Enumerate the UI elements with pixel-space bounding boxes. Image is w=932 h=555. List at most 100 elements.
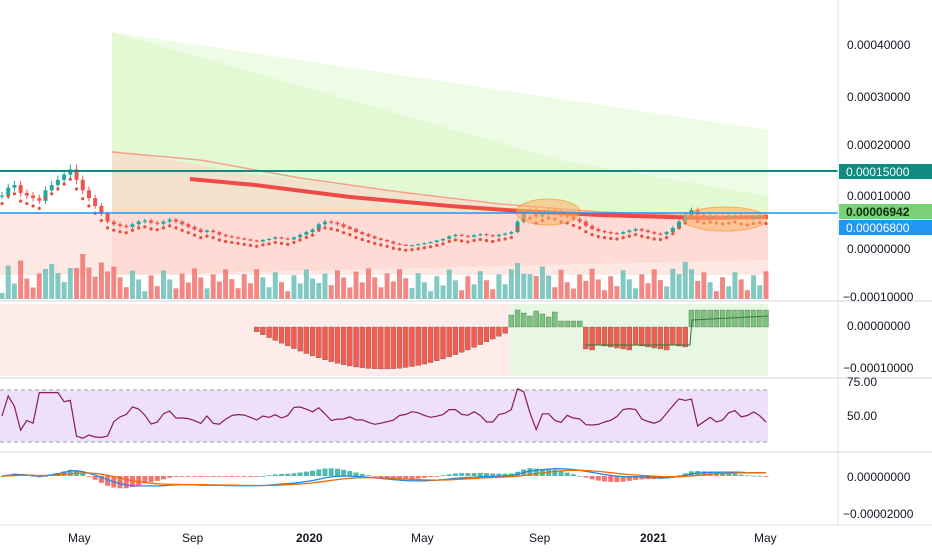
macd-bar xyxy=(198,476,204,478)
trail-dot xyxy=(497,238,501,242)
trail-dot xyxy=(447,239,451,244)
volume-bar xyxy=(459,290,465,299)
volume-bar xyxy=(539,266,545,299)
trail-dot xyxy=(56,187,60,191)
candle-body xyxy=(273,237,278,239)
candle-body xyxy=(577,219,582,222)
candle-body xyxy=(211,230,216,233)
trail-dot xyxy=(677,226,681,230)
macd-bar xyxy=(291,473,297,476)
osc-bar xyxy=(291,326,297,349)
macd-bar xyxy=(210,476,216,477)
macd-bar xyxy=(384,476,390,479)
macd-bar xyxy=(403,476,409,480)
trail-dot xyxy=(279,241,284,245)
osc-bar xyxy=(316,326,322,359)
volume-bar xyxy=(452,280,458,299)
candle-body xyxy=(465,235,470,237)
trail-dot xyxy=(155,228,159,232)
volume-bar xyxy=(291,275,297,299)
candle-body xyxy=(12,185,17,188)
macd-bar xyxy=(316,469,322,476)
trail-dot xyxy=(286,242,290,246)
volume-bar xyxy=(198,277,204,299)
volume-bars xyxy=(0,254,769,299)
osc-bar xyxy=(309,326,316,356)
volume-bar xyxy=(148,275,154,299)
osc-bar xyxy=(608,326,614,348)
trail-dot xyxy=(335,228,340,232)
time-axis[interactable]: May Sep 2020 May Sep 2021 May xyxy=(68,531,777,545)
volume-bar xyxy=(24,278,30,299)
macd-bar xyxy=(378,476,384,478)
macd-bar xyxy=(160,476,166,480)
candle-body xyxy=(173,219,178,222)
candle-body xyxy=(490,235,495,237)
macd-bar xyxy=(508,473,514,476)
trail-dot xyxy=(472,238,476,243)
volume-bar xyxy=(397,269,403,299)
volume-bar xyxy=(602,290,608,299)
volume-bar xyxy=(154,286,160,299)
osc-bar xyxy=(483,326,490,343)
osc-bar xyxy=(657,326,664,350)
tick-price-0: 0.00040000 xyxy=(847,38,911,52)
osc-bar xyxy=(452,326,459,355)
candle-body xyxy=(186,224,191,227)
candle-body xyxy=(366,234,371,237)
macd-bar xyxy=(136,476,142,486)
volume-bar xyxy=(378,287,384,299)
volume-bar xyxy=(527,274,533,299)
trail-dot xyxy=(646,235,650,240)
price-label-blue[interactable]: 0.00006800 xyxy=(839,220,932,235)
osc-bar xyxy=(427,326,434,363)
macd-bar xyxy=(720,473,726,476)
candle-body xyxy=(93,198,98,206)
macd-bar xyxy=(229,476,235,477)
trail-dot xyxy=(304,235,308,240)
macd-bar xyxy=(216,476,222,477)
volume-bar xyxy=(384,273,390,299)
signal-line xyxy=(1,469,766,487)
volume-bar xyxy=(204,288,210,299)
osc-bar xyxy=(508,314,514,328)
osc-bar xyxy=(278,326,285,344)
candle-body xyxy=(335,222,340,225)
macd-bar xyxy=(42,476,48,477)
volume-bar xyxy=(720,277,726,299)
trail-dot xyxy=(25,201,29,206)
candle-body xyxy=(49,185,54,191)
tick-price-3: 0.00010000 xyxy=(847,189,911,203)
volume-bar xyxy=(111,266,117,299)
candle-body xyxy=(80,179,85,191)
volume-bar xyxy=(353,271,359,299)
trail-dot xyxy=(342,231,346,235)
candle-body xyxy=(664,232,669,235)
price-label-green[interactable]: 0.00006942 xyxy=(839,204,932,219)
tick-price-4: 0.00000000 xyxy=(847,242,911,256)
price-label-teal[interactable]: 0.00015000 xyxy=(839,164,932,179)
candle-body xyxy=(217,232,222,235)
volume-bar xyxy=(272,272,278,299)
volume-bar xyxy=(11,283,17,299)
trail-dot xyxy=(205,234,209,238)
candle-body xyxy=(478,234,483,236)
trail-dot xyxy=(124,231,128,235)
macd-bar xyxy=(452,473,458,476)
candle-body xyxy=(670,227,675,233)
volume-bar xyxy=(117,277,123,299)
trail-dot xyxy=(19,199,23,203)
osc-bar xyxy=(490,326,496,340)
volume-bar xyxy=(235,288,241,299)
macd-bar xyxy=(502,473,508,476)
macd-bar xyxy=(30,476,36,477)
candle-body xyxy=(124,225,129,228)
volume-bar xyxy=(483,280,489,299)
osc-bar xyxy=(471,326,477,348)
volume-bar xyxy=(670,268,676,299)
price-axis[interactable]: 0.00040000 0.00030000 0.00020000 0.00010… xyxy=(843,38,914,521)
tick-time-2: 2020 xyxy=(296,531,323,545)
macd-bar xyxy=(297,472,303,476)
volume-bar xyxy=(216,281,222,299)
